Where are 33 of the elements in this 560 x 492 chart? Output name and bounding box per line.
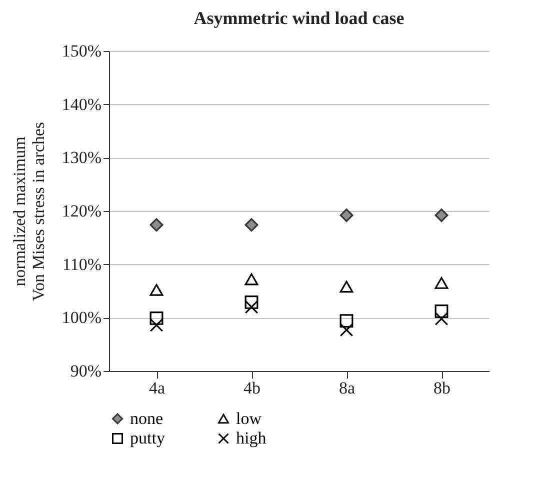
legend-label: none	[130, 408, 164, 428]
y-tick-label: 110%	[62, 254, 102, 274]
y-tick-label: 140%	[62, 94, 102, 114]
point	[150, 218, 164, 232]
chart-title: Asymmetric wind load case	[194, 8, 404, 28]
point	[244, 300, 258, 314]
point	[340, 208, 354, 222]
x-tick-label: 8b	[434, 378, 450, 398]
y-tick-label: 120%	[62, 202, 102, 220]
point	[340, 280, 354, 293]
legend-label: putty	[130, 428, 166, 448]
x-tick-label: 4b	[244, 378, 260, 398]
point	[340, 314, 354, 328]
point	[244, 295, 258, 309]
point	[150, 284, 164, 296]
point	[434, 277, 448, 289]
legend-label: low	[236, 408, 262, 428]
y-tick-label: 90%	[70, 362, 102, 380]
point	[434, 304, 448, 318]
point	[244, 273, 258, 286]
point	[244, 218, 258, 232]
point	[150, 311, 164, 325]
y-tick-label: 130%	[62, 148, 102, 168]
x-tick-label: 4a	[148, 378, 166, 398]
y-tick-label: 150%	[62, 42, 102, 60]
x-tick-label: 8a	[338, 378, 356, 398]
point	[150, 318, 164, 332]
legend-label: high	[236, 428, 267, 448]
y-axis-title: normalized maximum Von Mises stress in arches	[10, 122, 48, 302]
y-tick-label: 100%	[62, 308, 102, 328]
point	[434, 312, 448, 326]
point	[434, 208, 448, 222]
point	[340, 323, 354, 337]
